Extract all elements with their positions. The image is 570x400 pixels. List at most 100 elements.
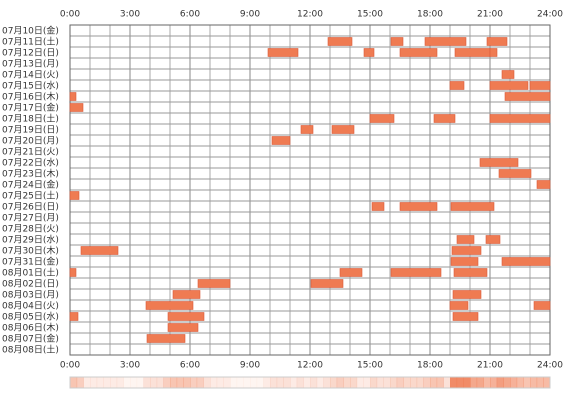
activity-block (485, 235, 501, 244)
activity-block (80, 246, 119, 255)
heat-cell (503, 377, 511, 388)
activity-block (327, 37, 353, 46)
heat-cell (430, 377, 438, 388)
heat-cell (523, 377, 531, 388)
row-label: 07月30日(木) (2, 245, 59, 257)
heat-cell (256, 377, 264, 388)
heat-cell (316, 377, 324, 388)
activity-block (69, 268, 77, 277)
heat-cell (436, 377, 444, 388)
activity-block (167, 312, 205, 321)
activity-block (267, 48, 299, 57)
heat-cell (136, 377, 144, 388)
row-label: 08月01日(土) (2, 267, 59, 279)
activity-block (454, 48, 491, 57)
activity-block (529, 81, 551, 90)
activity-block (371, 202, 385, 211)
heat-cell (363, 377, 371, 388)
heat-cell (516, 377, 524, 388)
x-tick-label-bottom: 21:00 (477, 361, 503, 371)
activity-block (453, 268, 488, 277)
heat-cell (350, 377, 358, 388)
heat-cell (190, 377, 198, 388)
row-label: 07月18日(土) (2, 113, 59, 125)
heat-cell (83, 377, 91, 388)
row-label: 08月02日(日) (2, 279, 59, 290)
row-label: 07月20日(月) (2, 136, 59, 147)
activity-block (300, 125, 314, 134)
heat-cell (376, 377, 384, 388)
heat-cell (163, 377, 171, 388)
heat-cell (476, 377, 484, 388)
row-label: 07月11日(土) (2, 36, 59, 48)
heat-cell (283, 377, 291, 388)
heat-cell (370, 377, 378, 388)
heat-cell (70, 377, 78, 388)
heat-cell (76, 377, 84, 388)
activity-block (197, 279, 231, 288)
activity-block (390, 268, 442, 277)
row-label: 07月26日(日) (2, 202, 59, 213)
activity-block (450, 257, 479, 266)
row-label: 07月23日(木) (2, 168, 59, 180)
heat-cell (403, 377, 411, 388)
row-label: 08月06日(木) (2, 322, 59, 334)
heat-cell (303, 377, 311, 388)
activity-block (339, 268, 363, 277)
heat-cell (110, 377, 118, 388)
heat-cell (323, 377, 331, 388)
heat-cell (150, 377, 158, 388)
x-tick-label-top: 18:00 (417, 10, 443, 20)
row-label: 07月28日(火) (2, 224, 59, 235)
heat-cell (270, 377, 278, 388)
activity-block (145, 301, 194, 310)
heat-frame (69, 376, 551, 389)
heat-cell (130, 377, 138, 388)
row-label: 07月25日(土) (2, 190, 59, 202)
heat-cell (123, 377, 131, 388)
heat-cell (103, 377, 111, 388)
heat-cell (510, 377, 518, 388)
heat-cell (496, 377, 504, 388)
activity-block (486, 37, 508, 46)
activity-block (399, 48, 438, 57)
heat-cell (223, 377, 231, 388)
activity-block (146, 334, 186, 343)
row-label: 07月29日(水) (2, 234, 59, 246)
activity-block (424, 37, 467, 46)
heat-cell (183, 377, 191, 388)
heat-cell (530, 377, 538, 388)
heat-cell (343, 377, 351, 388)
heat-cell (96, 377, 104, 388)
activity-block (399, 202, 438, 211)
heat-cell (236, 377, 244, 388)
heat-cell (450, 377, 458, 388)
row-label: 07月19日(日) (2, 125, 59, 136)
heat-cell (536, 377, 544, 388)
row-label: 07月21日(火) (2, 147, 59, 158)
row-label: 07月10日(金) (2, 25, 59, 37)
row-label: 08月05日(水) (2, 311, 59, 323)
row-label: 07月24日(金) (2, 179, 59, 191)
x-tick-label-bottom: 6:00 (180, 361, 200, 371)
heat-cell (443, 377, 451, 388)
activity-block (451, 246, 482, 255)
heat-cell (336, 377, 344, 388)
x-tick-label-bottom: 15:00 (357, 361, 383, 371)
activity-block (450, 202, 495, 211)
row-label: 07月22日(水) (2, 157, 59, 169)
row-label: 08月08日(土) (2, 344, 59, 356)
x-tick-label-top: 6:00 (180, 10, 200, 20)
x-tick-label-top: 3:00 (120, 10, 140, 20)
activity-block (536, 180, 551, 189)
row-label: 08月07日(金) (2, 333, 59, 345)
heat-cell (470, 377, 478, 388)
activity-block (498, 169, 532, 178)
heat-cell (490, 377, 498, 388)
x-tick-label-bottom: 18:00 (417, 361, 443, 371)
activity-block (456, 235, 475, 244)
row-label: 07月16日(木) (2, 91, 59, 103)
activity-block (433, 114, 456, 123)
activity-block (452, 290, 482, 299)
